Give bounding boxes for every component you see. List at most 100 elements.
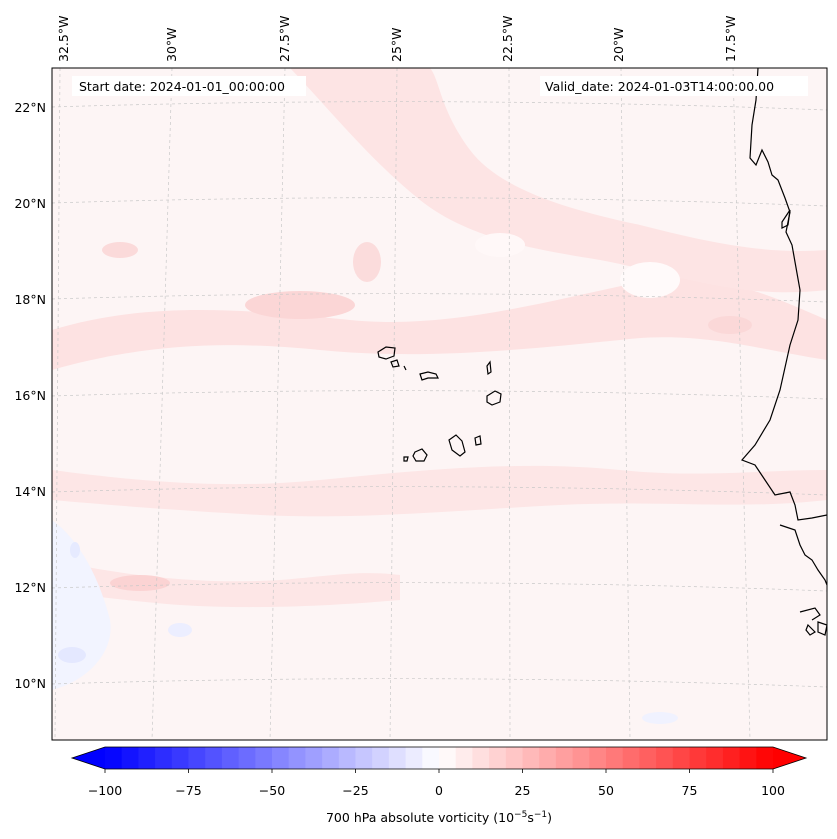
africa-coastline (805, 623, 816, 636)
lon-label: 27.5°W (277, 16, 292, 62)
colorbar-segment (455, 747, 473, 769)
colorbar-segment (722, 747, 741, 769)
africa-coastline (817, 621, 827, 636)
colorbar: −100 −75 −50 −25 0 25 50 75 100 700 hPa absolute… (70, 746, 808, 825)
colorbar-segment (555, 747, 574, 769)
island-brava (403, 456, 409, 462)
colorbar-segment (622, 747, 640, 769)
negative-vorticity-patch (52, 520, 111, 690)
island-fogo (412, 448, 428, 462)
lon-label: 22.5°W (500, 16, 515, 62)
vorticity-patch (708, 316, 752, 334)
negative-vorticity-patch (70, 542, 80, 558)
colorbar-segment (606, 747, 624, 769)
colorbar-high-extend (773, 747, 806, 769)
vorticity-band (290, 68, 827, 293)
negative-vorticity-patch (642, 712, 678, 724)
lat-label: 22°N (14, 100, 46, 115)
meridian-line (54, 68, 61, 740)
meridian-line (508, 68, 511, 740)
colorbar-segment (322, 747, 340, 769)
lat-label: 16°N (14, 388, 46, 403)
lon-label: 17.5°W (723, 16, 738, 62)
colorbar-tick-label: −100 (88, 783, 122, 798)
colorbar-ticks: −100 −75 −50 −25 0 25 50 75 100 (88, 769, 785, 798)
vorticity-band (52, 465, 827, 517)
lat-label: 12°N (14, 580, 46, 595)
parallel-line (52, 101, 827, 111)
parallel-line (52, 390, 827, 400)
colorbar-segment (238, 747, 256, 769)
vorticity-patch (102, 242, 138, 258)
longitude-labels: 32.5°W 30°W 27.5°W 25°W 22.5°W 20°W 17.5… (56, 16, 738, 62)
colorbar-segment (589, 747, 607, 769)
colorbar-segments (105, 747, 774, 769)
vorticity-patch (245, 291, 355, 319)
colorbar-segment (272, 747, 290, 769)
colorbar-tick-label: −25 (342, 783, 368, 798)
colorbar-segment (505, 747, 523, 769)
vorticity-band (52, 560, 400, 608)
colorbar-segment (656, 747, 674, 769)
lat-label: 20°N (14, 196, 46, 211)
lat-label: 14°N (14, 484, 46, 499)
island-santiago (448, 434, 466, 457)
colorbar-segment (672, 747, 690, 769)
meridian-line (269, 68, 286, 740)
colorbar-segment (405, 747, 423, 769)
meridian-line (620, 68, 631, 740)
colorbar-segment (105, 747, 123, 769)
island-boa-vista (486, 390, 502, 406)
parallel-line (52, 293, 827, 303)
colorbar-segment (355, 747, 373, 769)
colorbar-segment (422, 747, 440, 769)
colorbar-segment (388, 747, 407, 769)
colorbar-segment (188, 747, 206, 769)
africa-coastline (779, 524, 827, 586)
colorbar-tick-label: 75 (682, 783, 698, 798)
colorbar-segment (489, 747, 507, 769)
lon-label: 32.5°W (56, 16, 71, 62)
africa-coastline (799, 607, 821, 621)
island-santo-antao (377, 346, 396, 360)
valid-date-box (540, 76, 808, 96)
colorbar-segment (155, 747, 173, 769)
lon-label: 20°W (611, 27, 626, 62)
negative-vorticity-patch (58, 647, 86, 663)
parallel-line (52, 582, 827, 592)
colorbar-segment (539, 747, 557, 769)
colorbar-segment (121, 747, 139, 769)
africa-coastline (781, 209, 791, 229)
colorbar-label: 700 hPa absolute vorticity (10−5s−1) (326, 810, 552, 825)
vorticity-patch (475, 233, 525, 257)
lon-label: 30°W (164, 27, 179, 62)
vorticity-patch (620, 262, 680, 298)
colorbar-segment (572, 747, 590, 769)
colorbar-tick-label: 50 (598, 783, 614, 798)
island-santa-luzia (403, 365, 407, 371)
colorbar-segment (205, 747, 223, 769)
valid-date-label: Valid_date: 2024-01-03T14:00:00.00 (545, 79, 774, 94)
colorbar-segment (338, 747, 356, 769)
vorticity-patch (110, 575, 170, 591)
parallel-line (52, 486, 827, 496)
meridian-line (389, 68, 398, 740)
meridian-line (732, 68, 751, 740)
colorbar-segment (221, 747, 240, 769)
negative-vorticity-patch (168, 623, 192, 637)
meridian-line (151, 68, 173, 740)
start-date-label: Start date: 2024-01-01_00:00:00 (79, 79, 285, 94)
lat-label: 10°N (14, 676, 46, 691)
colorbar-segment (739, 747, 757, 769)
map-frame (51, 67, 828, 741)
latitude-labels: 22°N 20°N 18°N 16°N 14°N 12°N 10°N (14, 100, 46, 691)
colorbar-tick-label: 0 (435, 783, 443, 798)
colorbar-segment (372, 747, 390, 769)
parallel-line (52, 678, 827, 688)
parallel-line (52, 197, 827, 207)
island-sao-nicolau (419, 371, 439, 381)
colorbar-tick-label: 25 (515, 783, 531, 798)
graticule (52, 68, 827, 740)
coastlines (740, 68, 827, 636)
